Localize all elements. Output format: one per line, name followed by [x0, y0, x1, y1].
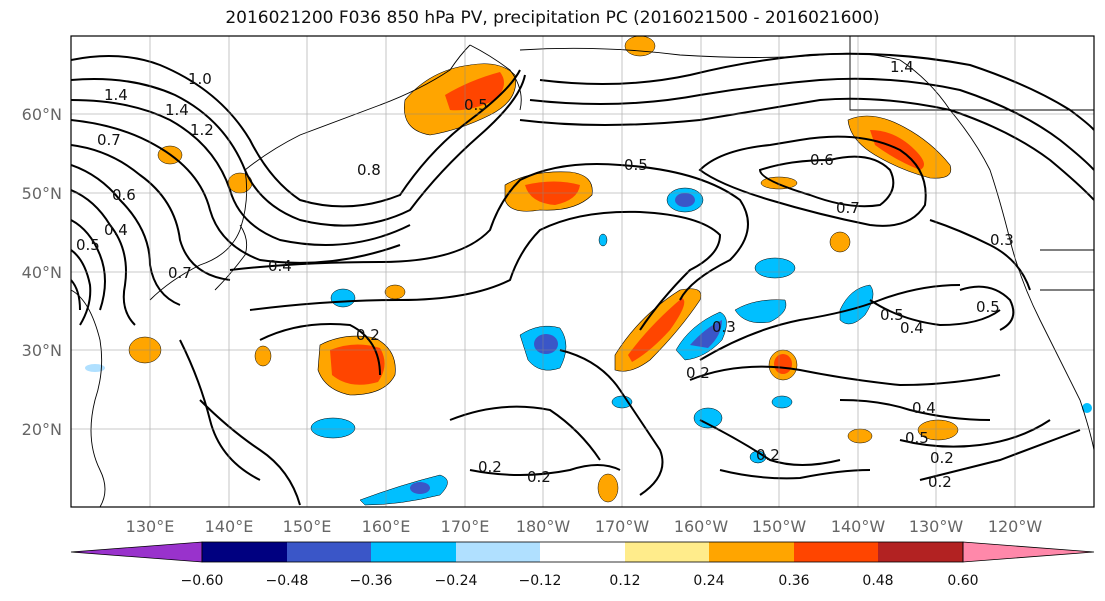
contour-label: 0.6	[112, 186, 136, 204]
lon-label: 170°W	[595, 517, 650, 536]
lat-label: 60°N	[22, 105, 62, 124]
contour-label: 0.4	[268, 257, 292, 275]
colorbar-tick-label: −0.48	[266, 573, 309, 589]
graticule	[71, 36, 1094, 507]
contour-label: 0.5	[905, 429, 929, 447]
lon-label: 170°E	[441, 517, 490, 536]
colorbar-segment	[202, 542, 287, 562]
colorbar-tick-label: 0.12	[609, 573, 640, 589]
colorbar-segment	[878, 542, 963, 562]
contour-label: 1.2	[190, 121, 214, 139]
colorbar-segment	[540, 542, 625, 562]
contour-labels: 1.4 1.0 1.4 1.2 0.7 0.6 0.4 0.5 0.8 0.7 …	[76, 58, 1014, 491]
lat-label: 30°N	[22, 341, 62, 360]
contour-label: 0.7	[168, 264, 192, 282]
contour-label: 0.2	[478, 458, 502, 476]
contour-label: 0.2	[686, 364, 710, 382]
coastlines	[71, 36, 1094, 507]
lat-label: 50°N	[22, 184, 62, 203]
lon-label: 180°W	[516, 517, 571, 536]
colorbar-tick-label: −0.24	[435, 573, 478, 589]
colorbar-segment	[371, 542, 456, 562]
lon-label: 150°W	[752, 517, 807, 536]
colorbar-extend-high	[962, 541, 1095, 563]
contour-label: 0.8	[357, 161, 381, 179]
colorbar-tick-label: 0.48	[862, 573, 893, 589]
lon-label: 160°E	[362, 517, 411, 536]
contour-label: 0.4	[104, 221, 128, 239]
lon-label: 120°W	[988, 517, 1043, 536]
contour-label: 0.2	[928, 473, 952, 491]
contour-label: 0.2	[356, 326, 380, 344]
contour-label: 0.2	[527, 468, 551, 486]
contour-label: 1.4	[890, 58, 914, 76]
contour-label: 1.0	[188, 70, 212, 88]
contour-label: 1.4	[165, 101, 189, 119]
contour-label: 0.5	[76, 236, 100, 254]
map-frame	[70, 35, 1095, 508]
lon-label: 150°E	[283, 517, 332, 536]
colorbar-tick-label: 0.36	[778, 573, 809, 589]
contour-label: 0.2	[756, 446, 780, 464]
contour-label: 0.5	[880, 306, 904, 324]
lon-label: 160°W	[674, 517, 729, 536]
colorbar-segment	[709, 542, 794, 562]
colorbar-tick-label: 0.60	[947, 573, 978, 589]
contour-label: 0.5	[464, 96, 488, 114]
contour-label: 0.7	[97, 131, 121, 149]
lon-label: 140°W	[831, 517, 886, 536]
colorbar-border	[201, 541, 964, 563]
contour-label: 0.5	[624, 156, 648, 174]
contour-label: 0.6	[810, 151, 834, 169]
contour-label: 0.2	[930, 449, 954, 467]
contour-label: 0.4	[912, 399, 936, 417]
lon-label: 140°E	[205, 517, 254, 536]
contour-label: 0.7	[836, 199, 860, 217]
lon-label: 130°E	[126, 517, 175, 536]
contour-label: 0.3	[712, 318, 736, 336]
pv-contours	[71, 52, 1094, 506]
colorbar	[70, 541, 1095, 563]
colorbar-ticks: −0.60 −0.48 −0.36 −0.24 −0.12 0.12 0.24 …	[181, 573, 979, 589]
colorbar-segment	[287, 542, 371, 562]
lon-label: 130°W	[909, 517, 964, 536]
colorbar-tick-label: 0.24	[693, 573, 724, 589]
colorbar-extend-low	[70, 541, 203, 563]
colorbar-tick-label: −0.36	[350, 573, 393, 589]
lat-label: 20°N	[22, 420, 62, 439]
colorbar-segment	[456, 542, 540, 562]
longitude-labels: 130°E 140°E 150°E 160°E 170°E 180°W 170°…	[126, 517, 1043, 536]
lat-label: 40°N	[22, 263, 62, 282]
latitude-labels: 60°N 50°N 40°N 30°N 20°N	[22, 105, 62, 439]
contour-label: 1.4	[104, 86, 128, 104]
contour-label: 0.4	[900, 319, 924, 337]
colorbar-tick-label: −0.12	[519, 573, 562, 589]
colorbar-tick-label: −0.60	[181, 573, 224, 589]
contour-label: 0.5	[976, 298, 1000, 316]
contour-label: 0.3	[990, 231, 1014, 249]
colorbar-segment	[625, 542, 709, 562]
colorbar-segment	[794, 542, 878, 562]
map-title: 2016021200 F036 850 hPa PV, precipitatio…	[225, 8, 880, 28]
